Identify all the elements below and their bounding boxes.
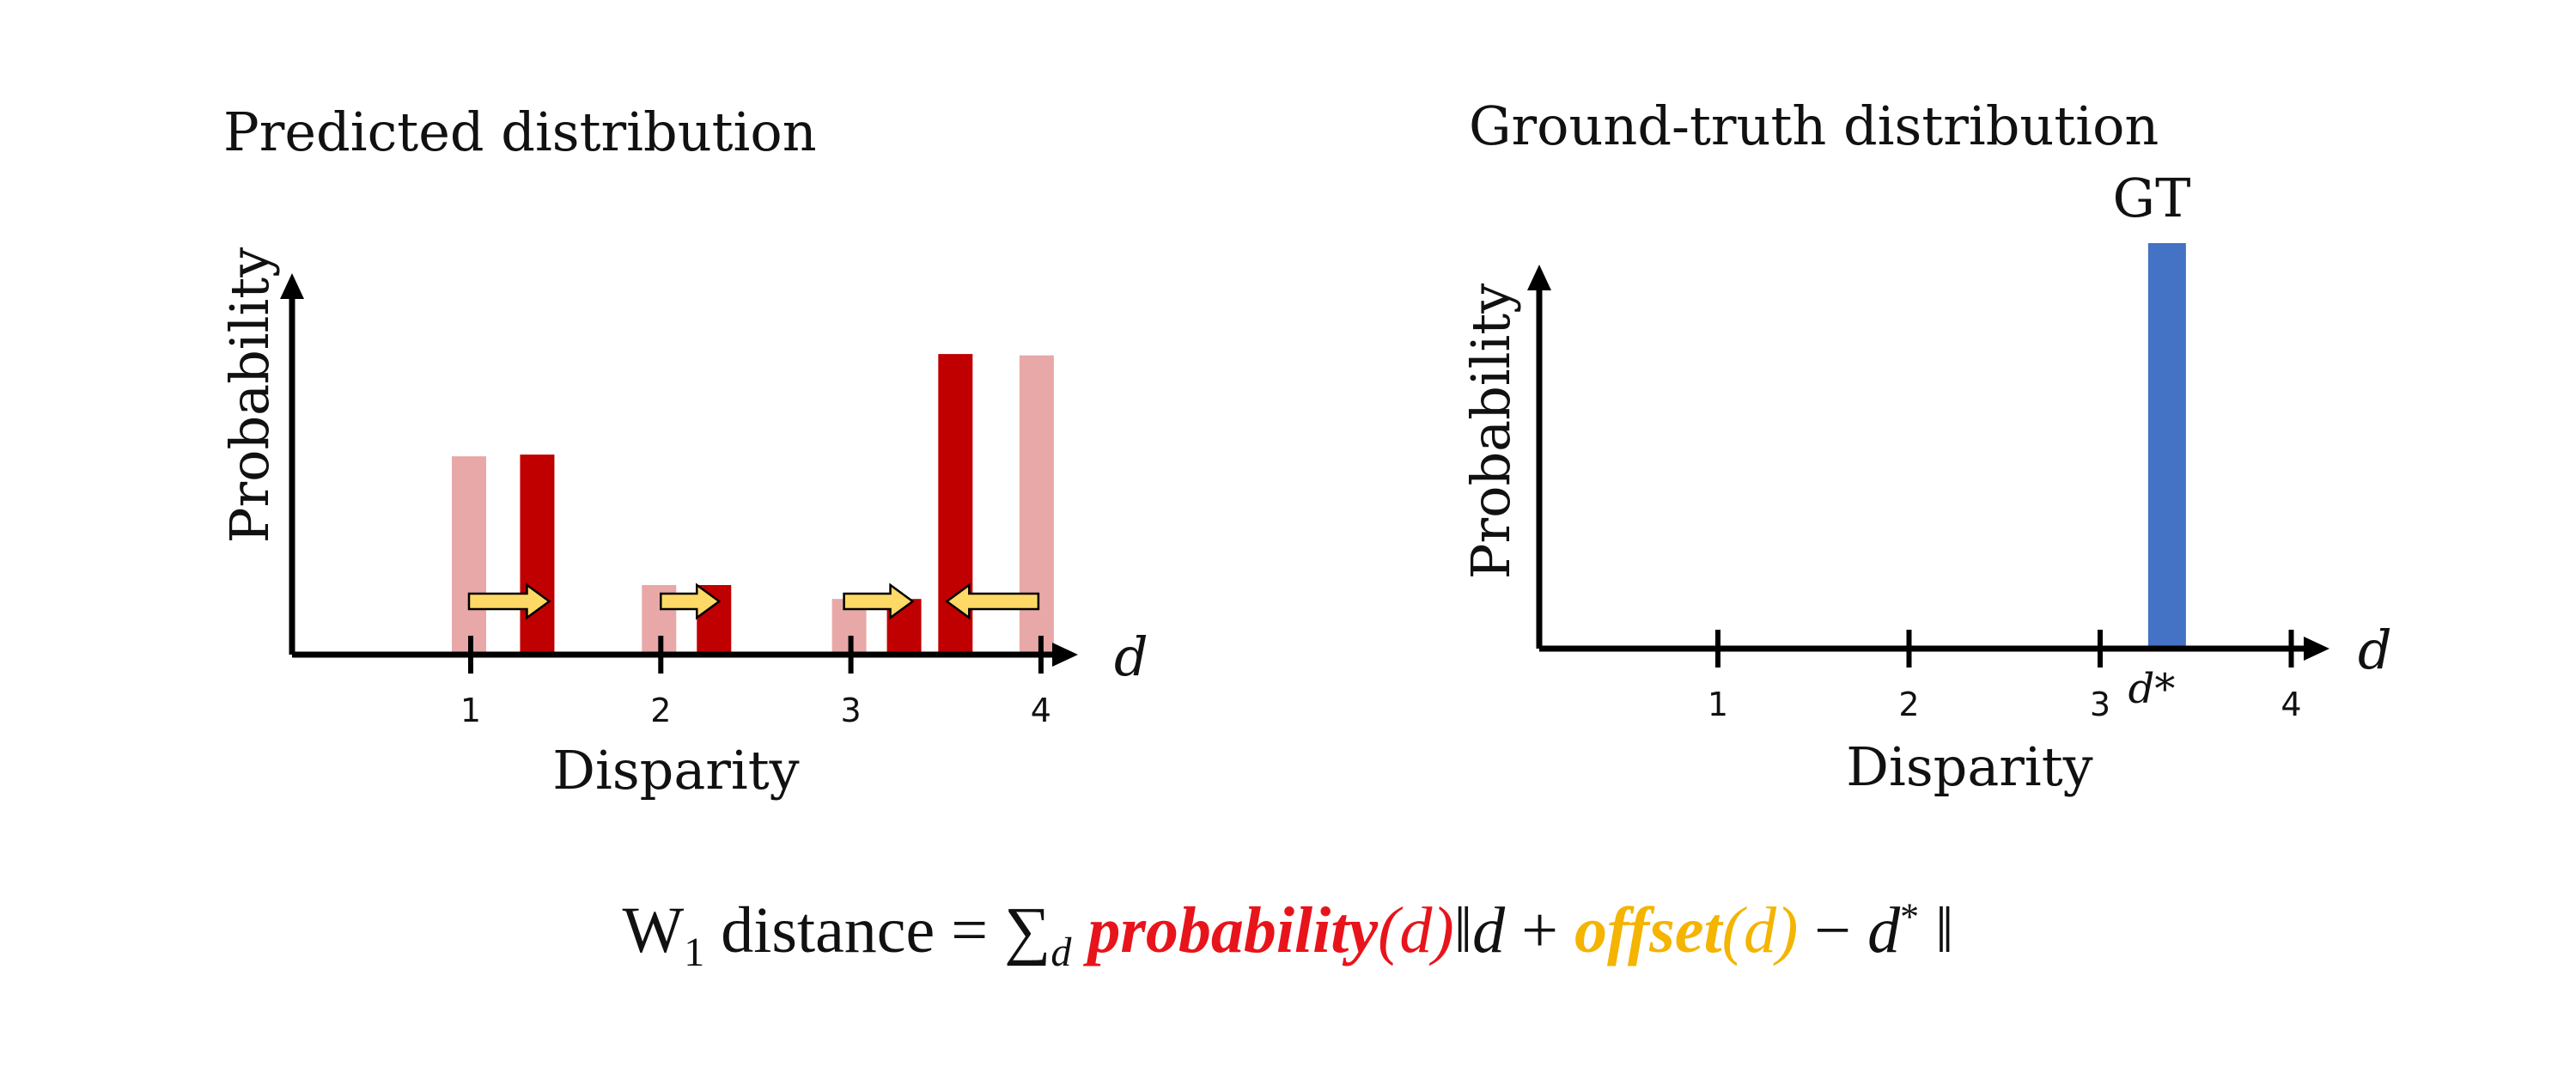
ground-truth-distribution-panel: Ground-truth distribution GT Probability…	[1459, 95, 2392, 798]
tick-label-4: 4	[2281, 686, 2301, 723]
formula-open-paren2: (	[1721, 894, 1744, 966]
left-xlabel: Disparity	[552, 739, 799, 802]
formula-w: W	[622, 894, 685, 966]
tick-label-3: 3	[2090, 686, 2110, 723]
shifted-bar-1	[520, 454, 555, 655]
offset-arrow-1	[467, 582, 551, 620]
formula-close-paren2: )	[1775, 894, 1799, 966]
offset-arrow-2	[660, 582, 722, 620]
formula-norm-close: ‖	[1919, 894, 1954, 966]
formula-plus: +	[1505, 894, 1574, 966]
tick-label-1: 1	[1708, 686, 1728, 723]
w1-distance-formula: W1 distance = ∑d probability(d)‖d + offs…	[0, 893, 2576, 976]
formula-minus: −	[1798, 894, 1868, 966]
offset-arrow-4	[945, 582, 1040, 620]
right-title: Ground-truth distribution	[1469, 95, 2159, 157]
y-axis-arrowhead	[1527, 265, 1551, 290]
formula-w-sub: 1	[684, 930, 705, 976]
y-axis-arrowhead	[280, 273, 304, 299]
original-bar-1	[452, 456, 486, 655]
gt-tick-label: d*	[2128, 665, 2176, 713]
formula-norm-open: ‖	[1453, 894, 1473, 966]
formula-sum: ∑	[1004, 894, 1051, 966]
formula-star: *	[1900, 895, 1920, 938]
gt-bar	[2147, 243, 2186, 649]
formula-distance: distance =	[704, 894, 1005, 966]
tick-label-2: 2	[1898, 686, 1919, 723]
left-ylabel: Probability	[218, 247, 281, 543]
formula-d1: d	[1399, 894, 1433, 966]
formula-d3: d	[1743, 894, 1776, 966]
tick-label-1: 1	[460, 692, 481, 729]
formula-probability: probability	[1087, 894, 1379, 966]
tick-label-2: 2	[650, 692, 671, 729]
formula-close-paren: )	[1432, 894, 1454, 966]
left-axis-var: d	[1114, 625, 1148, 688]
left-title: Predicted distribution	[223, 101, 817, 163]
predicted-distribution-panel: Predicted distribution Probability Dispa…	[218, 101, 1148, 802]
right-ylabel: Probability	[1459, 284, 1522, 579]
right-xlabel: Disparity	[1846, 735, 2092, 798]
gt-label: GT	[2113, 167, 2191, 229]
formula-offset: offset	[1574, 894, 1722, 966]
right-axis-var: d	[2358, 619, 2392, 681]
formula-d4: d	[1867, 894, 1901, 966]
x-axis-arrowhead	[2304, 637, 2329, 661]
formula-sum-sub: d	[1050, 930, 1072, 976]
formula-d2: d	[1472, 894, 1506, 966]
tick-label-3: 3	[841, 692, 862, 729]
x-axis-arrowhead	[1052, 643, 1078, 667]
tick-label-4: 4	[1031, 692, 1051, 729]
formula-open-paren: (	[1378, 894, 1400, 966]
offset-arrow-3	[843, 582, 915, 620]
